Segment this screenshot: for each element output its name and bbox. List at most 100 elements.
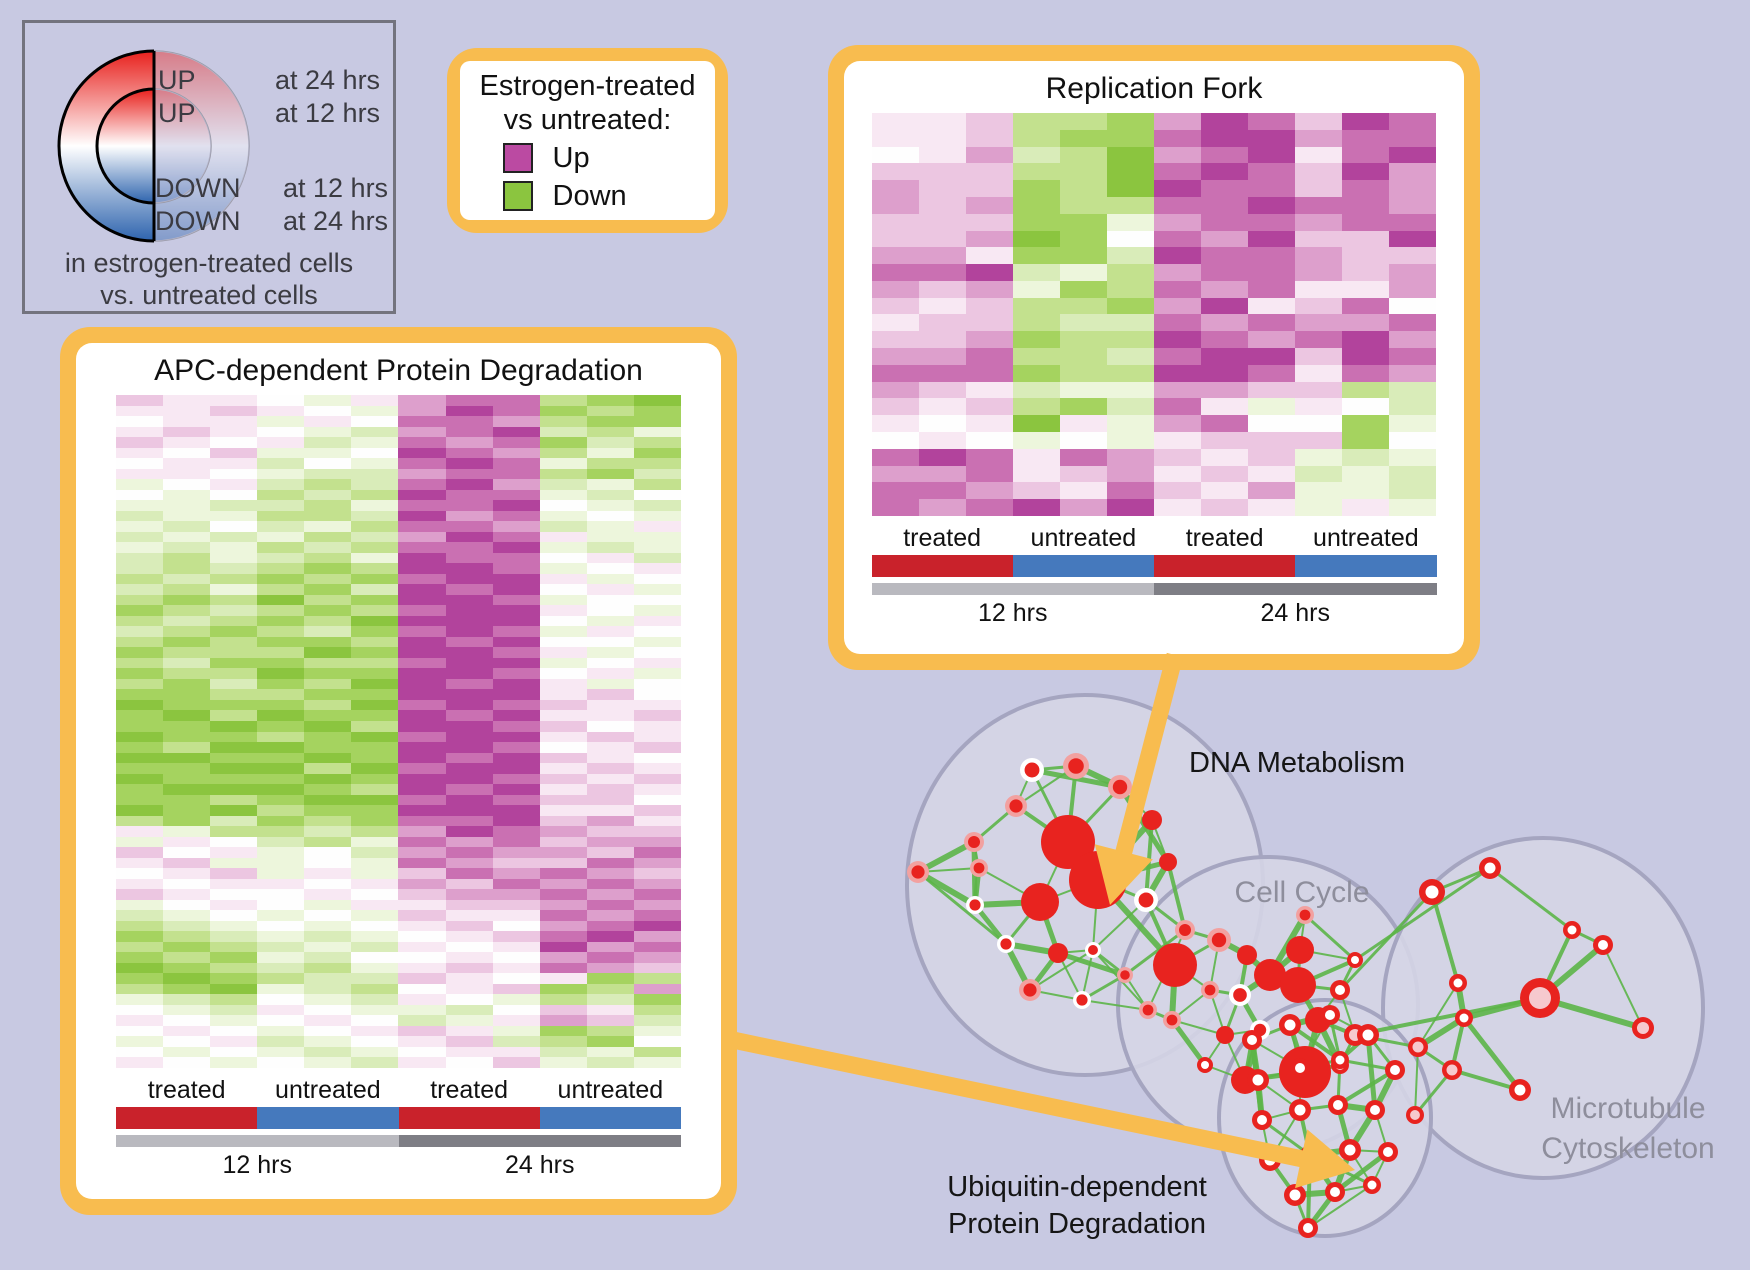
heatmap-cell (965, 297, 1013, 315)
network-edge (1299, 1058, 1341, 1070)
legend-down-24-word: DOWN (155, 206, 241, 236)
heatmap-cell (586, 510, 634, 522)
heatmap-cell (210, 889, 258, 900)
network-edge (1081, 999, 1149, 1011)
heatmap-cell (633, 605, 681, 616)
network-node-ring (1632, 1017, 1654, 1039)
network-edge (1257, 1079, 1301, 1111)
network-edge (1014, 804, 1070, 844)
heatmap-cell (304, 636, 352, 648)
heatmap-cell (492, 784, 540, 795)
heatmap-cell (1295, 499, 1343, 516)
heatmap-cell (1248, 213, 1296, 231)
heatmap-cell (304, 405, 352, 417)
heatmap-cell (351, 910, 399, 921)
heatmap-cell (492, 731, 540, 743)
heatmap-cell (539, 994, 587, 1005)
heatmap-cell (304, 489, 352, 501)
heatmap-cell (398, 910, 446, 921)
heatmap-cell (398, 468, 446, 480)
heatmap-cell (1153, 129, 1202, 147)
heatmap-cell (586, 426, 634, 438)
network-edge (1030, 769, 1070, 843)
heatmap-cell (116, 479, 164, 490)
heatmap-cell (116, 1025, 164, 1037)
heatmap-cell (1153, 163, 1202, 181)
heatmap-cell (210, 983, 258, 995)
heatmap-cell (210, 699, 258, 711)
heatmap-cell (1389, 213, 1437, 231)
heatmap-cell (398, 1015, 446, 1026)
heatmap-cell (492, 489, 540, 501)
network-edge (1336, 1059, 1342, 1106)
heatmap-cell (633, 573, 681, 585)
network-node-core (1201, 1061, 1209, 1069)
heatmap-cell (304, 794, 352, 806)
heatmap-cell (492, 605, 540, 616)
heatmap-cell (1059, 482, 1107, 500)
heatmap-cell (1059, 146, 1107, 164)
heatmap-cell (445, 973, 493, 984)
heatmap-cell (351, 847, 399, 858)
heatmap-cell (1106, 113, 1154, 130)
heatmap-cell (304, 784, 352, 795)
legend-up-24-time: at 24 hrs (275, 65, 381, 95)
heatmap-cell (398, 626, 446, 637)
heatmap-cell (1153, 196, 1202, 214)
heatmap-cell (539, 920, 587, 932)
heatmap-cell (257, 1015, 305, 1026)
heatmap-cell (1295, 146, 1343, 164)
heatmap-cell (1059, 163, 1107, 181)
heatmap-cell (351, 521, 399, 532)
heatmap-cell (918, 196, 966, 214)
heatmap-cell (1389, 264, 1437, 281)
heatmap-cell (965, 499, 1013, 516)
heatmap-cell (257, 710, 305, 721)
heatmap-cell (965, 196, 1013, 214)
network-edge (1171, 989, 1211, 1021)
network-node-ring (1117, 967, 1133, 983)
heatmap-cell (163, 563, 211, 574)
heatmap-cell (1248, 146, 1296, 164)
heatmap-cell (257, 920, 305, 932)
heatmap-cell (351, 1057, 399, 1068)
heatmap-cell (445, 468, 493, 480)
heatmap-cell (633, 1057, 681, 1068)
heatmap-cell (492, 416, 540, 427)
network-edge (1261, 1109, 1301, 1121)
condition-label: treated (430, 1076, 509, 1104)
heatmap-cell (116, 531, 164, 543)
heatmap-cell (116, 742, 164, 753)
network-edge (1092, 899, 1147, 951)
network-node (1279, 1046, 1331, 1098)
heatmap-cell (445, 699, 493, 711)
heatmap-cell (210, 521, 258, 532)
network-node-ring (1197, 1057, 1213, 1073)
heatmap-cell (633, 626, 681, 637)
network-edge (1209, 989, 1226, 1036)
heatmap-cell (1295, 163, 1343, 181)
legend-caption-line2: vs. untreated cells (100, 280, 318, 310)
network-edge (1294, 1189, 1336, 1198)
heatmap-cell (492, 878, 540, 890)
network-edge (1217, 937, 1249, 958)
heatmap-cell (398, 521, 446, 532)
heatmap-cell (116, 983, 164, 995)
heatmap-cell (918, 448, 966, 466)
time-color-bar (1154, 583, 1437, 595)
network-node-core (1335, 1060, 1345, 1070)
heatmap-cell (871, 482, 919, 500)
network-node-ring (1279, 1014, 1301, 1036)
heatmap-cell (210, 878, 258, 890)
down-label: Down (552, 179, 627, 212)
heatmap-cell (163, 805, 211, 816)
network-node-core (1410, 1110, 1420, 1120)
network-node-ring (1339, 1139, 1361, 1161)
heatmap-cell (116, 941, 164, 953)
heatmap-cell (871, 129, 919, 147)
network-node-core (1333, 1100, 1343, 1110)
heatmap-cell (1295, 331, 1343, 349)
heatmap-cell (445, 994, 493, 1005)
heatmap-cell (304, 941, 352, 953)
network-edge (1066, 785, 1122, 844)
